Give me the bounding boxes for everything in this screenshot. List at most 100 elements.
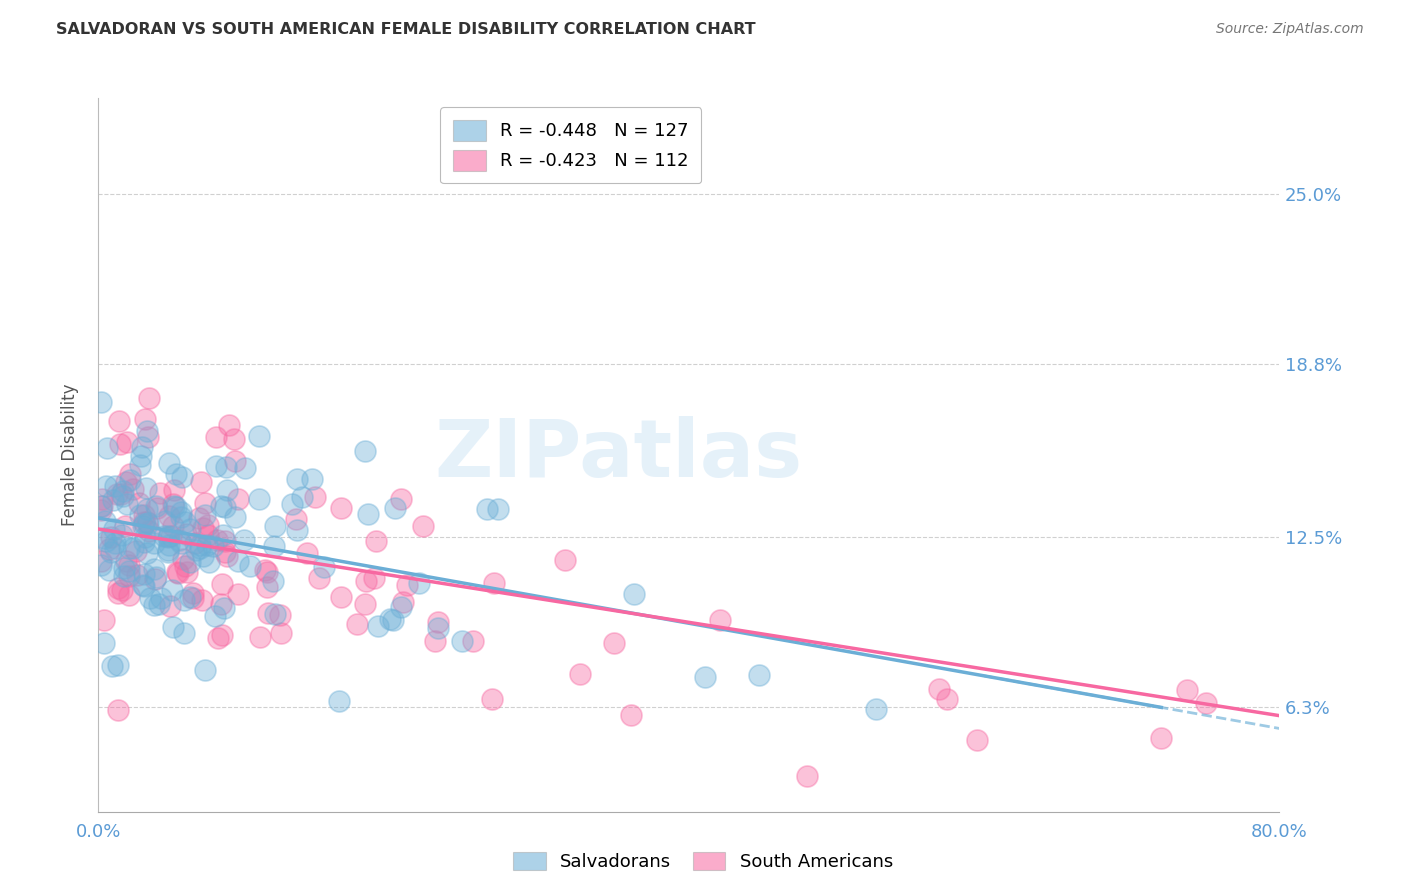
Point xyxy=(162,620,184,634)
Point xyxy=(131,440,153,454)
Point xyxy=(94,514,117,528)
Point xyxy=(112,484,135,499)
Point xyxy=(127,567,149,582)
Point xyxy=(207,631,229,645)
Point xyxy=(167,566,190,580)
Point xyxy=(104,479,127,493)
Point xyxy=(304,491,326,505)
Point xyxy=(392,595,415,609)
Point xyxy=(205,430,228,444)
Point xyxy=(224,509,246,524)
Point xyxy=(191,521,214,535)
Point xyxy=(451,633,474,648)
Point xyxy=(132,515,155,529)
Point xyxy=(156,530,179,544)
Point xyxy=(239,558,262,573)
Point xyxy=(463,634,485,648)
Point xyxy=(709,613,731,627)
Point xyxy=(111,582,134,597)
Point xyxy=(412,519,434,533)
Point xyxy=(207,533,229,548)
Point xyxy=(214,459,236,474)
Point xyxy=(134,579,156,593)
Point xyxy=(197,517,219,532)
Y-axis label: Female Disability: Female Disability xyxy=(60,384,79,526)
Point xyxy=(156,542,179,557)
Point xyxy=(134,530,156,544)
Point xyxy=(111,528,134,542)
Point xyxy=(367,619,389,633)
Point xyxy=(94,533,117,548)
Point xyxy=(197,528,219,542)
Point xyxy=(209,499,232,513)
Point xyxy=(145,570,167,584)
Point xyxy=(354,597,377,611)
Point xyxy=(285,472,308,486)
Point xyxy=(132,519,155,533)
Point xyxy=(214,534,236,549)
Point xyxy=(224,453,246,467)
Point xyxy=(194,496,217,510)
Point xyxy=(172,470,194,484)
Legend: R = -0.448   N = 127, R = -0.423   N = 112: R = -0.448 N = 127, R = -0.423 N = 112 xyxy=(440,107,702,183)
Point xyxy=(129,508,152,522)
Point xyxy=(94,479,117,493)
Point xyxy=(285,523,308,537)
Point xyxy=(173,592,195,607)
Point xyxy=(423,633,446,648)
Point xyxy=(90,503,112,517)
Point xyxy=(314,560,336,574)
Point xyxy=(209,597,232,611)
Point xyxy=(120,467,142,481)
Point xyxy=(108,413,131,427)
Point xyxy=(157,529,180,543)
Point xyxy=(486,502,509,516)
Point xyxy=(188,537,211,551)
Point xyxy=(295,546,318,560)
Point xyxy=(184,536,207,550)
Point xyxy=(143,572,166,586)
Point xyxy=(162,498,184,512)
Point xyxy=(214,545,236,559)
Point xyxy=(112,489,135,503)
Point xyxy=(170,509,193,524)
Point xyxy=(301,472,323,486)
Point xyxy=(603,636,626,650)
Text: ZIPatlas: ZIPatlas xyxy=(434,416,803,494)
Point xyxy=(90,499,112,513)
Point xyxy=(226,587,249,601)
Point xyxy=(118,541,141,555)
Point xyxy=(179,591,201,605)
Point xyxy=(935,691,957,706)
Point xyxy=(135,546,157,560)
Point xyxy=(184,542,207,557)
Point xyxy=(226,491,249,506)
Point xyxy=(382,613,405,627)
Point xyxy=(214,500,236,515)
Point xyxy=(247,492,270,507)
Point xyxy=(357,508,380,522)
Point xyxy=(107,586,129,600)
Point xyxy=(928,682,950,697)
Point xyxy=(105,487,128,501)
Point xyxy=(91,499,114,513)
Point xyxy=(257,606,280,620)
Point xyxy=(128,495,150,509)
Point xyxy=(122,482,145,496)
Point xyxy=(226,554,249,568)
Point xyxy=(104,541,127,556)
Point xyxy=(163,483,186,497)
Text: SALVADORAN VS SOUTH AMERICAN FEMALE DISABILITY CORRELATION CHART: SALVADORAN VS SOUTH AMERICAN FEMALE DISA… xyxy=(56,22,756,37)
Point xyxy=(97,542,120,557)
Point xyxy=(308,571,330,585)
Point xyxy=(426,615,449,629)
Point xyxy=(157,545,180,559)
Point xyxy=(118,564,141,578)
Point xyxy=(427,621,450,635)
Point xyxy=(197,555,219,569)
Point xyxy=(134,412,156,426)
Point xyxy=(477,501,499,516)
Point xyxy=(620,708,643,723)
Point xyxy=(157,456,180,470)
Point xyxy=(112,569,135,583)
